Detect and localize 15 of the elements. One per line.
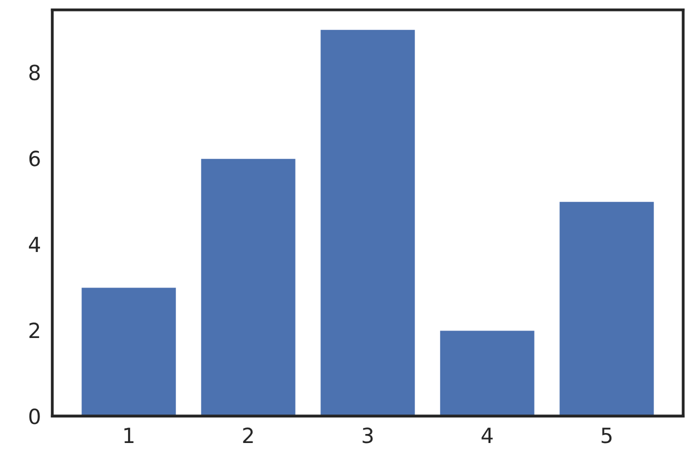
bar (558, 200, 656, 416)
y-tick-label: 6 (29, 150, 40, 166)
y-tick-label: 8 (29, 64, 40, 80)
bar (438, 329, 536, 416)
x-tick-label: 4 (482, 428, 493, 443)
x-tick-label: 3 (362, 428, 373, 444)
bar (200, 157, 297, 416)
x-tick-label: 5 (602, 428, 612, 444)
bar (319, 28, 416, 416)
y-tick-label: 0 (29, 408, 40, 424)
x-tick-label: 1 (124, 428, 134, 443)
bar (80, 286, 178, 416)
y-tick-label: 2 (29, 322, 40, 338)
y-tick-label: 4 (28, 236, 40, 252)
x-tick-label: 2 (243, 428, 253, 443)
